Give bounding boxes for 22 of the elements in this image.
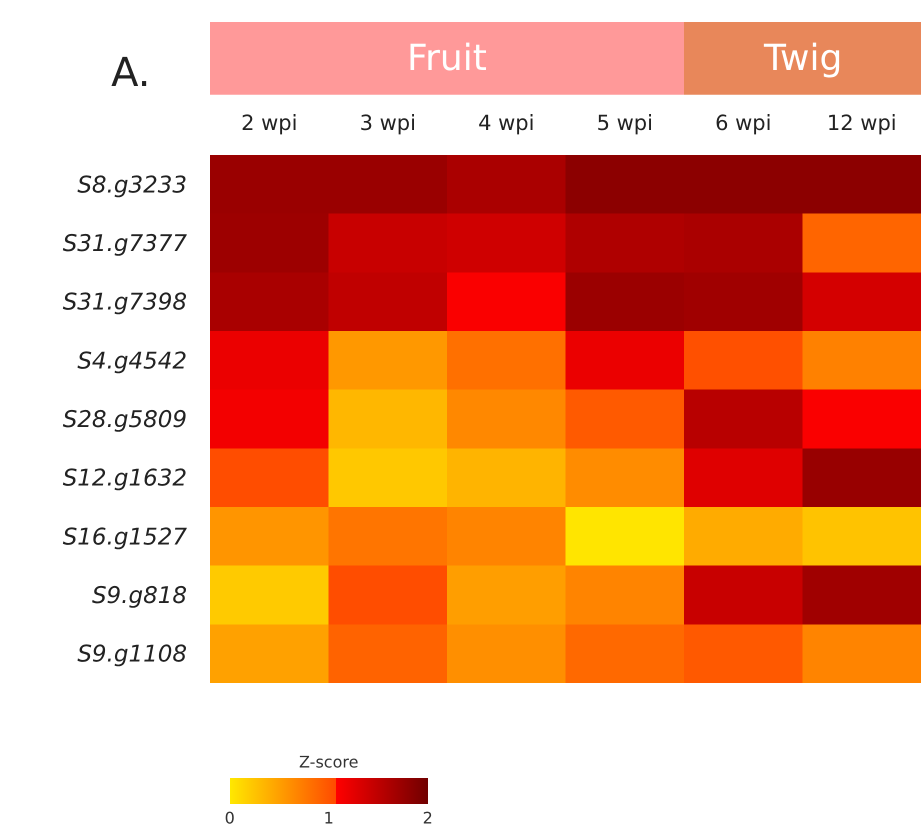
color-bar-title: Z-score [299,752,358,772]
y-tick-label: S12.g1632 [62,466,187,492]
y-tick-label: S9.g818 [92,583,187,610]
chart-title: A. [111,50,150,96]
color-bar-label: 1 [324,808,334,828]
y-tick-label: S9.g1108 [77,642,187,668]
y-tick-label: S31.g7398 [62,290,187,316]
y-tick-label: S28.g5809 [62,407,187,434]
text: Fruit [407,38,487,79]
x-tick-label: 6 wpi [715,110,772,135]
x-tick-label: 3 wpi [360,110,416,135]
color-bar-label: 0 [224,808,235,828]
y-tick-label: S8.g3233 [77,172,187,198]
y-tick-label: S31.g7377 [62,231,188,258]
y-tick-label: S4.g4542 [77,348,187,374]
x-tick-label: 12 wpi [826,110,897,135]
x-tick-label: 4 wpi [478,110,534,135]
y-tick-label: S16.g1527 [62,524,188,550]
color-bar-label: 2 [422,808,433,828]
x-tick-label: 2 wpi [241,110,298,135]
x-tick-label: 5 wpi [596,110,653,135]
text: Twig [763,38,842,79]
